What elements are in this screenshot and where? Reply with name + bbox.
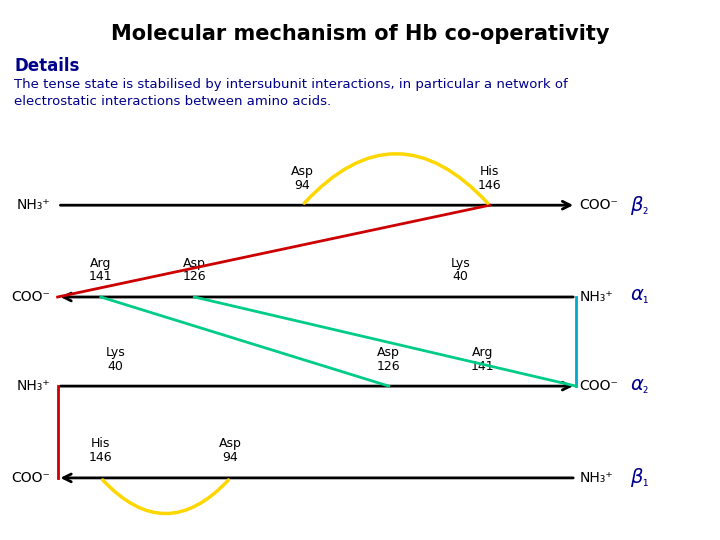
Text: $β_₁$: $β_₁$ [630,467,649,489]
Text: Asp
94: Asp 94 [291,165,314,192]
FancyArrowPatch shape [103,480,228,514]
Text: Lys
40: Lys 40 [451,256,471,284]
Text: Molecular mechanism of Hb co-operativity: Molecular mechanism of Hb co-operativity [111,24,609,44]
Text: NH₃⁺: NH₃⁺ [17,198,50,212]
Text: NH₃⁺: NH₃⁺ [17,379,50,393]
Text: COO⁻: COO⁻ [12,290,50,304]
Text: $α_₁$: $α_₁$ [630,287,649,307]
Text: NH₃⁺: NH₃⁺ [580,471,613,485]
Text: Asp
126: Asp 126 [377,346,400,373]
Text: The tense state is stabilised by intersubunit interactions, in particular a netw: The tense state is stabilised by intersu… [14,78,568,109]
Text: COO⁻: COO⁻ [12,471,50,485]
FancyArrowPatch shape [305,154,487,203]
Text: Asp
94: Asp 94 [219,437,242,464]
Text: Asp
126: Asp 126 [183,256,206,284]
Text: His
146: His 146 [89,437,112,464]
Text: NH₃⁺: NH₃⁺ [580,290,613,304]
Text: $α_₂$: $α_₂$ [630,376,649,396]
Text: COO⁻: COO⁻ [580,379,618,393]
Text: Lys
40: Lys 40 [105,346,125,373]
Text: His
146: His 146 [478,165,501,192]
Text: Arg
141: Arg 141 [471,346,494,373]
Text: Details: Details [14,57,80,75]
Text: COO⁻: COO⁻ [580,198,618,212]
Text: Arg
141: Arg 141 [89,256,112,284]
Text: $β_₂$: $β_₂$ [630,194,649,217]
